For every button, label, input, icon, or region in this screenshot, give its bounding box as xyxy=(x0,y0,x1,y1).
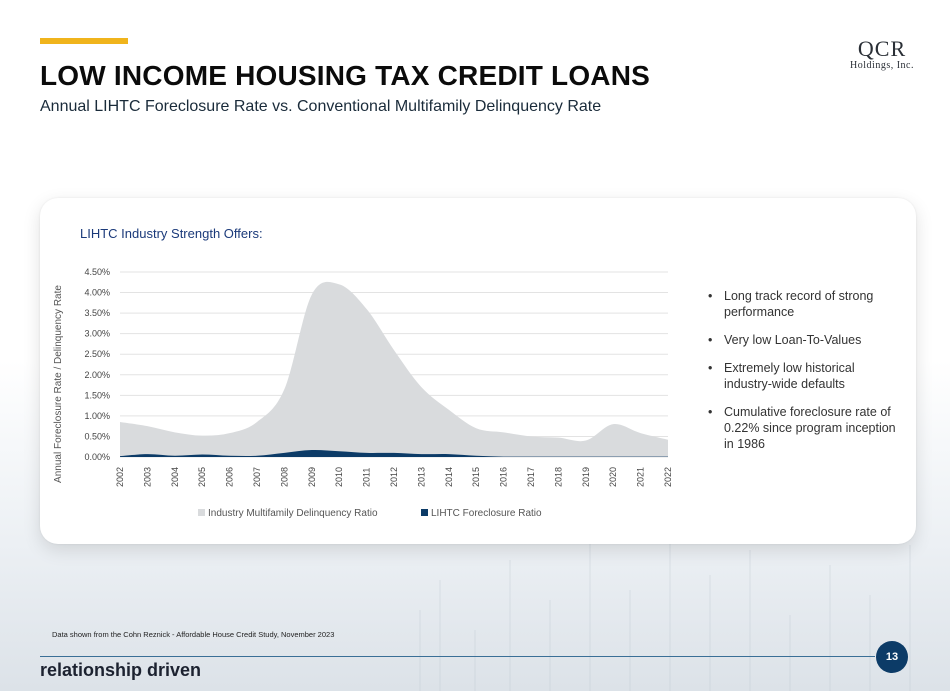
x-tick-label: 2011 xyxy=(362,468,372,487)
x-tick-label: 2015 xyxy=(471,467,481,487)
x-tick-label: 2003 xyxy=(142,467,152,487)
x-tick-label: 2013 xyxy=(416,467,426,487)
bullet-item: Extremely low historical industry-wide d… xyxy=(708,360,898,392)
x-tick-label: 2008 xyxy=(279,467,289,487)
chart-card: LIHTC Industry Strength Offers: 0.00% 0.5… xyxy=(40,198,916,544)
brand-tagline: relationship driven xyxy=(40,660,202,680)
page-number-badge: 13 xyxy=(876,641,908,673)
background-decoration xyxy=(419,530,911,691)
y-tick-label: 2.00% xyxy=(84,370,110,380)
legend-swatch-industry xyxy=(198,509,205,516)
x-tick-label: 2006 xyxy=(225,467,235,487)
x-tick-label: 2019 xyxy=(581,467,591,487)
y-tick-label: 4.00% xyxy=(84,288,110,298)
source-note: Data shown from the Cohn Reznick - Affor… xyxy=(52,630,335,639)
company-logo: QCR Holdings, Inc. xyxy=(850,36,914,72)
x-tick-label: 2022 xyxy=(663,467,673,487)
logo-main-text: QCR xyxy=(857,36,907,61)
legend-label-lihtc: LIHTC Foreclosure Ratio xyxy=(431,508,542,519)
page-title: LOW INCOME HOUSING TAX CREDIT LOANS xyxy=(40,60,651,91)
x-tick-label: 2018 xyxy=(553,467,563,487)
page-subtitle: Annual LIHTC Foreclosure Rate vs. Conven… xyxy=(40,98,602,115)
area-chart: 0.00% 0.50% 1.00% 1.50% 2.00% 2.50% 3.00% 3.50%… xyxy=(53,267,673,519)
y-tick-label: 1.00% xyxy=(84,411,110,421)
x-tick-label: 2017 xyxy=(526,467,536,487)
x-tick-label: 2007 xyxy=(252,467,262,487)
x-tick-label: 2010 xyxy=(334,467,344,487)
card-heading: LIHTC Industry Strength Offers: xyxy=(80,226,263,241)
x-tick-label: 2020 xyxy=(608,467,618,487)
y-tick-label: 4.50% xyxy=(84,267,110,277)
x-tick-label: 2012 xyxy=(389,467,399,487)
x-axis-ticks: 2002 2003 2004 2005 2006 2007 2008 2009 2010 2011… xyxy=(115,467,673,487)
logo-sub-text: Holdings, Inc. xyxy=(850,60,914,71)
legend-swatch-lihtc xyxy=(421,509,428,516)
y-axis-label: Annual Foreclosure Rate / Delinquency Ra… xyxy=(53,285,64,483)
x-tick-label: 2004 xyxy=(170,467,180,487)
x-tick-label: 2005 xyxy=(197,467,207,487)
y-tick-label: 1.50% xyxy=(84,390,110,400)
y-axis-ticks: 0.00% 0.50% 1.00% 1.50% 2.00% 2.50% 3.00% 3.50%… xyxy=(84,267,110,462)
bullet-item: Cumulative foreclosure rate of 0.22% sin… xyxy=(708,404,898,452)
x-tick-label: 2002 xyxy=(115,467,125,487)
x-tick-label: 2021 xyxy=(636,467,646,487)
accent-bar xyxy=(40,38,128,44)
y-tick-label: 0.50% xyxy=(84,431,110,441)
bullet-item: Very low Loan-To-Values xyxy=(708,332,898,348)
y-tick-label: 0.00% xyxy=(84,452,110,462)
series-area-industry xyxy=(120,281,668,457)
feature-bullet-list: Long track record of strong performance … xyxy=(708,288,898,464)
bullet-item: Long track record of strong performance xyxy=(708,288,898,320)
x-tick-label: 2014 xyxy=(444,467,454,487)
y-tick-label: 3.50% xyxy=(84,308,110,318)
footer-divider xyxy=(40,656,875,657)
chart-legend: Industry Multifamily Delinquency Ratio L… xyxy=(198,508,542,519)
y-tick-label: 2.50% xyxy=(84,349,110,359)
legend-label-industry: Industry Multifamily Delinquency Ratio xyxy=(208,508,378,519)
y-tick-label: 3.00% xyxy=(84,329,110,339)
x-tick-label: 2009 xyxy=(307,467,317,487)
x-tick-label: 2016 xyxy=(499,467,509,487)
series-area-lihtc xyxy=(120,449,668,457)
